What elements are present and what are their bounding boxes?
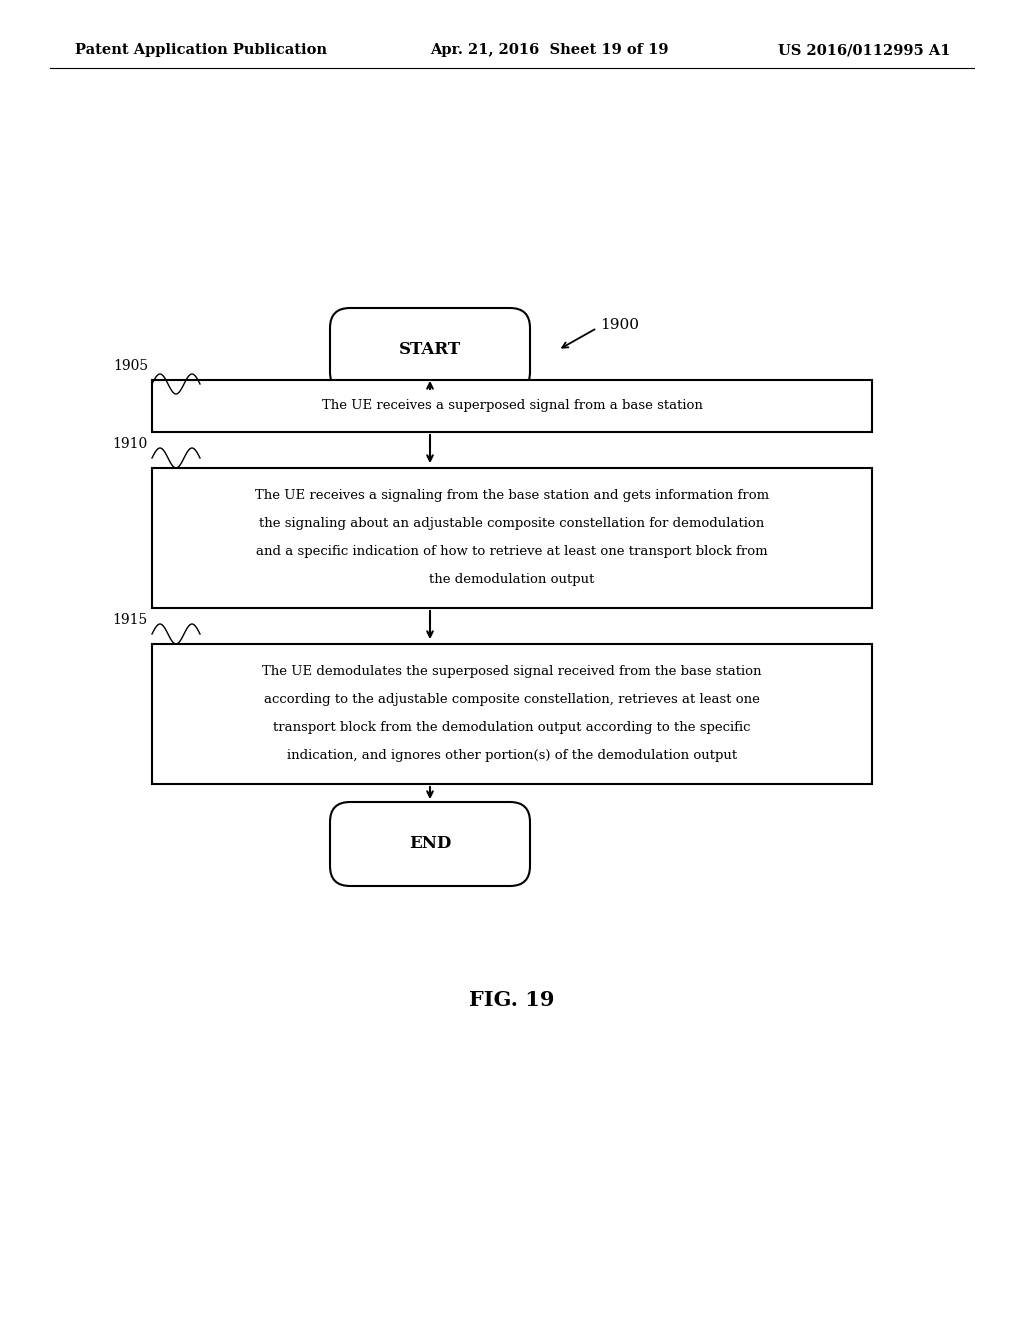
Text: The UE demodulates the superposed signal received from the base station: The UE demodulates the superposed signal… xyxy=(262,665,762,678)
Text: 1905: 1905 xyxy=(113,359,148,374)
FancyBboxPatch shape xyxy=(152,380,872,432)
Text: The UE receives a superposed signal from a base station: The UE receives a superposed signal from… xyxy=(322,400,702,412)
FancyBboxPatch shape xyxy=(330,308,530,392)
Text: FIG. 19: FIG. 19 xyxy=(469,990,555,1010)
Text: US 2016/0112995 A1: US 2016/0112995 A1 xyxy=(777,44,950,57)
Text: the signaling about an adjustable composite constellation for demodulation: the signaling about an adjustable compos… xyxy=(259,517,765,531)
Text: 1900: 1900 xyxy=(600,318,639,333)
Text: transport block from the demodulation output according to the specific: transport block from the demodulation ou… xyxy=(273,722,751,734)
Text: END: END xyxy=(409,836,452,853)
FancyBboxPatch shape xyxy=(330,803,530,886)
Text: 1910: 1910 xyxy=(113,437,148,451)
Text: The UE receives a signaling from the base station and gets information from: The UE receives a signaling from the bas… xyxy=(255,490,769,503)
Text: START: START xyxy=(399,342,461,359)
Text: indication, and ignores other portion(s) of the demodulation output: indication, and ignores other portion(s)… xyxy=(287,750,737,763)
Text: 1915: 1915 xyxy=(113,612,148,627)
Text: Apr. 21, 2016  Sheet 19 of 19: Apr. 21, 2016 Sheet 19 of 19 xyxy=(430,44,669,57)
FancyBboxPatch shape xyxy=(152,469,872,609)
Text: and a specific indication of how to retrieve at least one transport block from: and a specific indication of how to retr… xyxy=(256,545,768,558)
Text: Patent Application Publication: Patent Application Publication xyxy=(75,44,327,57)
FancyBboxPatch shape xyxy=(152,644,872,784)
Text: according to the adjustable composite constellation, retrieves at least one: according to the adjustable composite co… xyxy=(264,693,760,706)
Text: the demodulation output: the demodulation output xyxy=(429,573,595,586)
